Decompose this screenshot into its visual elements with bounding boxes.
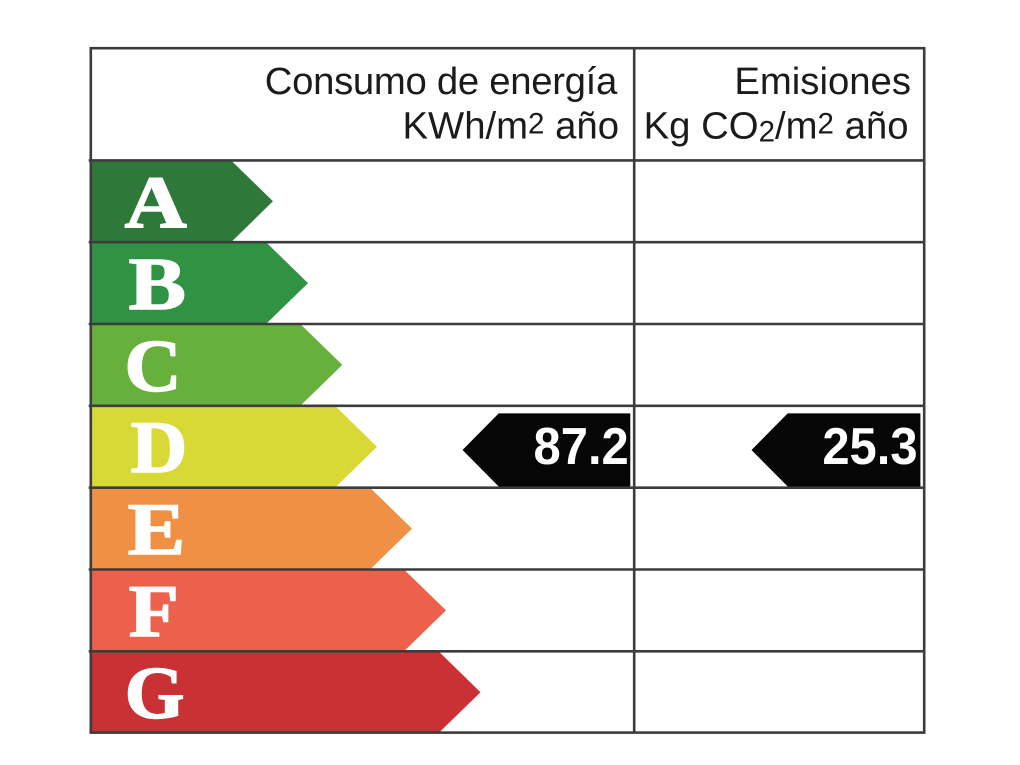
svg-text:G: G <box>125 653 185 734</box>
svg-text:Emisiones: Emisiones <box>734 60 911 103</box>
svg-text:25.3: 25.3 <box>822 416 917 475</box>
svg-text:KWh/m2 año: KWh/m2 año <box>403 105 620 148</box>
svg-text:87.2: 87.2 <box>534 416 629 475</box>
svg-text:F: F <box>129 570 179 652</box>
svg-text:Kg CO2/m2 año: Kg CO2/m2 año <box>644 105 909 149</box>
svg-text:C: C <box>125 325 182 407</box>
svg-text:D: D <box>131 407 187 489</box>
svg-text:Consumo de energía: Consumo de energía <box>265 60 618 103</box>
svg-text:B: B <box>129 244 186 325</box>
svg-text:E: E <box>128 489 186 571</box>
svg-text:A: A <box>125 162 187 243</box>
